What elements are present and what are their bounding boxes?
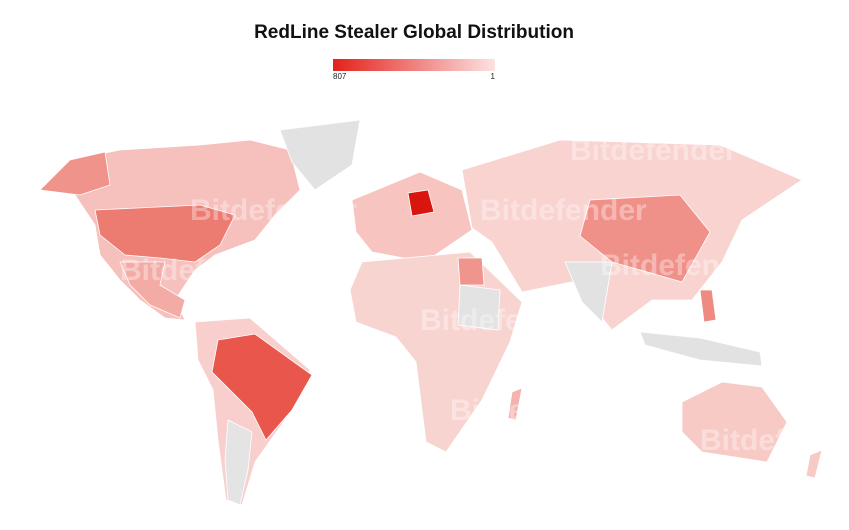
watermark: Bitdefender [480, 194, 647, 227]
usa [94, 204, 236, 263]
sahel [457, 284, 501, 331]
watermark: Bitdefender [120, 254, 287, 287]
legend-min: 1 [491, 72, 496, 81]
watermarks: Bitdefender Bitdefender Bitdefender Bitdefe… [120, 134, 849, 457]
europe [351, 171, 473, 263]
egypt [457, 257, 485, 286]
australia [681, 381, 788, 463]
watermark: Bitdefender [420, 304, 587, 337]
watermark: Bitdefender [700, 424, 849, 457]
mexico [119, 261, 186, 319]
legend-gradient [333, 59, 495, 71]
legend-max: 807 [333, 72, 347, 81]
map-title: RedLine Stealer Global Distribution [254, 22, 574, 43]
argentina [224, 419, 253, 506]
watermark: Bitdefender [450, 394, 617, 427]
watermark: Bitdefender [600, 249, 767, 282]
china [579, 194, 711, 283]
alaska [39, 151, 111, 196]
madagascar [507, 387, 523, 421]
watermark: Bitdefender [190, 194, 357, 227]
brazil [211, 333, 313, 441]
germany [407, 189, 435, 217]
india [564, 261, 613, 323]
greenland [279, 119, 361, 191]
new-zealand [805, 449, 823, 479]
world-map [39, 119, 823, 506]
philippines [699, 289, 717, 323]
watermark: Bitdefender [570, 134, 737, 167]
indonesia [639, 331, 763, 367]
